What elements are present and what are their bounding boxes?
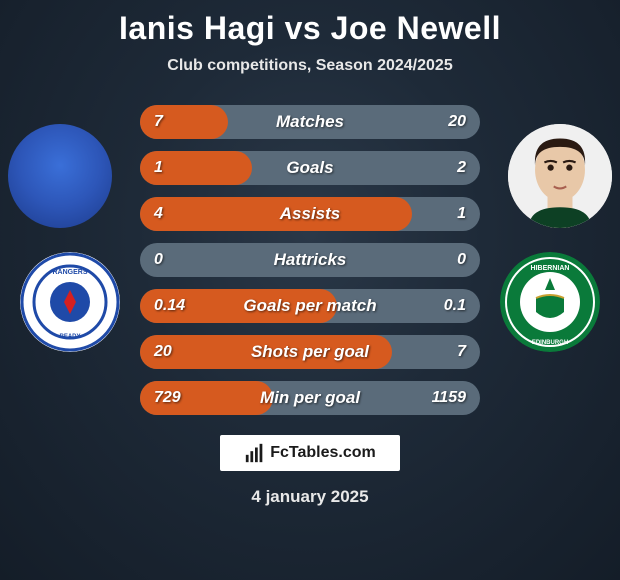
face-icon xyxy=(508,124,612,228)
stat-row: 4 Assists 1 xyxy=(140,197,480,231)
stat-value-left: 0.14 xyxy=(154,297,194,315)
chart-icon xyxy=(244,442,266,464)
rangers-crest-icon: RANGERS READY xyxy=(20,252,120,352)
stat-value-left: 1 xyxy=(154,159,194,177)
svg-text:READY: READY xyxy=(59,334,80,340)
stat-row: 1 Goals 2 xyxy=(140,151,480,185)
hibernian-crest-icon: HIBERNIAN EDINBURGH xyxy=(500,252,600,352)
stat-value-left: 7 xyxy=(154,113,194,131)
stat-row: 20 Shots per goal 7 xyxy=(140,335,480,369)
svg-text:HIBERNIAN: HIBERNIAN xyxy=(531,265,570,272)
stat-value-right: 0.1 xyxy=(426,297,466,315)
player-left-photo-placeholder xyxy=(8,124,112,228)
stat-row: 0 Hattricks 0 xyxy=(140,243,480,277)
branding-badge: FcTables.com xyxy=(220,435,400,471)
stat-value-left: 20 xyxy=(154,343,194,361)
branding-text: FcTables.com xyxy=(270,444,376,462)
stat-row: 7 Matches 20 xyxy=(140,105,480,139)
stat-value-left: 0 xyxy=(154,251,194,269)
stat-value-right: 1159 xyxy=(426,389,466,407)
stat-value-right: 1 xyxy=(426,205,466,223)
comparison-card: Ianis Hagi vs Joe Newell Club competitio… xyxy=(0,0,620,580)
stat-row: 0.14 Goals per match 0.1 xyxy=(140,289,480,323)
player-right-avatar xyxy=(508,124,612,228)
stat-value-right: 7 xyxy=(426,343,466,361)
svg-text:EDINBURGH: EDINBURGH xyxy=(532,340,568,346)
stat-value-right: 20 xyxy=(426,113,466,131)
stat-label: Matches xyxy=(276,112,344,132)
player-left-avatar xyxy=(8,124,112,228)
stat-value-right: 0 xyxy=(426,251,466,269)
player-right-photo-placeholder xyxy=(508,124,612,228)
club-left-logo: RANGERS READY xyxy=(20,252,120,352)
stat-label: Assists xyxy=(280,204,340,224)
stat-value-left: 4 xyxy=(154,205,194,223)
club-right-logo: HIBERNIAN EDINBURGH xyxy=(500,252,600,352)
stat-value-right: 2 xyxy=(426,159,466,177)
stat-label: Min per goal xyxy=(260,388,360,408)
stat-label: Shots per goal xyxy=(251,342,369,362)
stat-label: Hattricks xyxy=(274,250,347,270)
page-title: Ianis Hagi vs Joe Newell xyxy=(119,10,501,47)
svg-text:RANGERS: RANGERS xyxy=(52,269,87,276)
date-label: 4 january 2025 xyxy=(251,487,368,507)
stat-label: Goals xyxy=(286,158,333,178)
stat-label: Goals per match xyxy=(243,296,376,316)
stat-value-left: 729 xyxy=(154,389,194,407)
stat-rows: 7 Matches 20 1 Goals 2 4 Assists 1 0 Hattricks 0 0.1… xyxy=(140,105,480,415)
subtitle: Club competitions, Season 2024/2025 xyxy=(167,57,452,75)
stat-row: 729 Min per goal 1159 xyxy=(140,381,480,415)
